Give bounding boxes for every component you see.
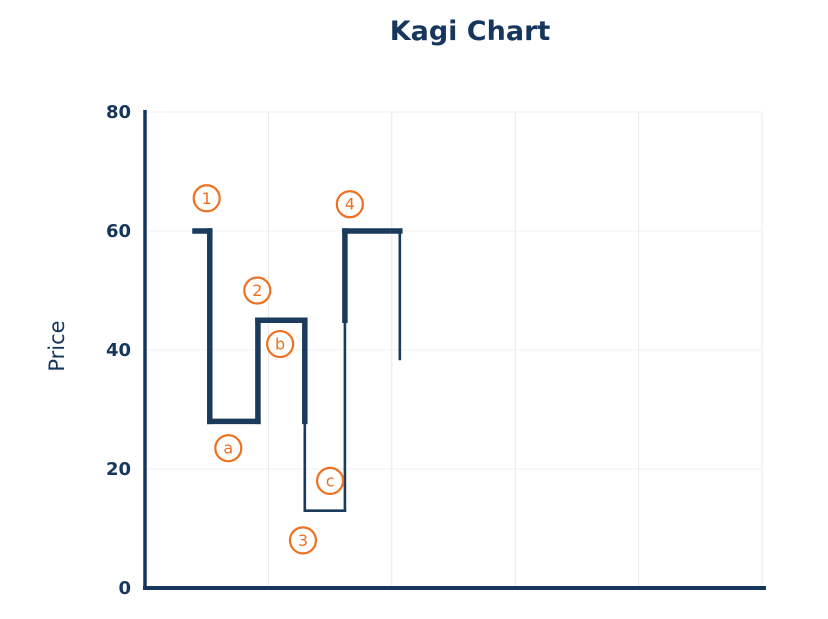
y-axis-label: Price [45, 320, 69, 371]
annotation-circle-a [214, 434, 243, 463]
annotation-label-4: 4 [345, 195, 355, 214]
y-tick-label: 40 [106, 340, 131, 361]
kagi-line [192, 228, 403, 512]
y-tick-label: 20 [106, 459, 131, 480]
annotation-circle-c [316, 466, 345, 495]
annotation-label-c: c [326, 471, 335, 490]
annotations: 1 a 2 b 3 c 4 [192, 184, 364, 555]
axes [143, 110, 766, 590]
y-tick-labels: 0 20 40 60 80 [106, 102, 131, 599]
y-tick-label: 80 [106, 102, 131, 123]
annotation-label-2: 2 [252, 281, 262, 300]
gridlines [145, 111, 763, 588]
y-tick-label: 60 [106, 221, 131, 242]
chart-title: Kagi Chart [390, 16, 551, 47]
annotation-label-3: 3 [298, 531, 308, 550]
annotation-label-b: b [275, 335, 285, 354]
annotation-circle-b [266, 329, 295, 359]
annotation-circle-2 [243, 276, 272, 305]
annotation-circle-3 [288, 526, 318, 555]
annotation-label-a: a [223, 439, 233, 458]
y-tick-label: 0 [118, 578, 131, 599]
annotation-label-1: 1 [202, 189, 212, 208]
annotation-circle-1 [192, 184, 221, 213]
annotation-circle-4 [335, 190, 364, 219]
